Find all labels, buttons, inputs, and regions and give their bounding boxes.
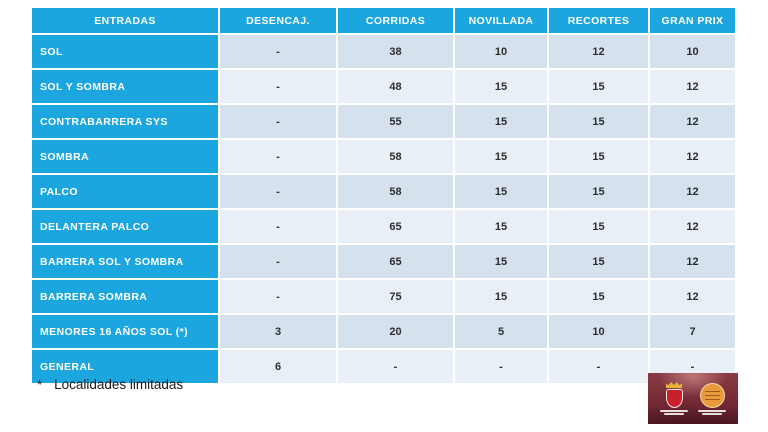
price-cell: 12 — [648, 278, 737, 315]
price-cell: 12 — [648, 68, 737, 105]
price-cell: 15 — [453, 173, 549, 210]
column-header-corridas: CORRIDAS — [336, 6, 455, 35]
table-row: CONTRABARRERA SYS - 55 15 15 12 — [30, 103, 737, 140]
crown-icon — [666, 382, 682, 388]
table-row: SOMBRA - 58 15 15 12 — [30, 138, 737, 175]
price-cell: 65 — [336, 208, 455, 245]
price-cell: 10 — [547, 313, 650, 350]
row-label: BARRERA SOMBRA — [30, 278, 220, 315]
logo-caption-bar — [698, 409, 726, 412]
shield-icon — [665, 389, 683, 408]
price-cell: - — [336, 348, 455, 385]
seal-icon — [699, 382, 725, 408]
price-cell: 75 — [336, 278, 455, 315]
row-label: SOMBRA — [30, 138, 220, 175]
price-cell: 12 — [547, 33, 650, 70]
price-cell: 15 — [547, 68, 650, 105]
price-cell: 15 — [547, 138, 650, 175]
price-cell: 15 — [547, 103, 650, 140]
table-row: PALCO - 58 15 15 12 — [30, 173, 737, 210]
price-cell: 5 — [453, 313, 549, 350]
price-cell: 38 — [336, 33, 455, 70]
seal-emblem — [698, 382, 726, 415]
price-cell: 10 — [453, 33, 549, 70]
table-row: BARRERA SOL Y SOMBRA - 65 15 15 12 — [30, 243, 737, 280]
row-label: BARRERA SOL Y SOMBRA — [30, 243, 220, 280]
price-cell: 20 — [336, 313, 455, 350]
row-label: CONTRABARRERA SYS — [30, 103, 220, 140]
price-table: ENTRADAS DESENCAJ. CORRIDAS NOVILLADA RE… — [30, 6, 737, 385]
table-row: SOL - 38 10 12 10 — [30, 33, 737, 70]
crest-emblem — [660, 382, 688, 415]
price-cell: - — [218, 173, 338, 210]
row-label: SOL — [30, 33, 220, 70]
price-cell: 12 — [648, 208, 737, 245]
price-cell: 58 — [336, 173, 455, 210]
price-cell: 65 — [336, 243, 455, 280]
row-label: MENORES 16 AÑOS SOL (*) — [30, 313, 220, 350]
price-cell: - — [218, 208, 338, 245]
price-cell: - — [453, 348, 549, 385]
price-cell: 3 — [218, 313, 338, 350]
footnote-text: Localidades limitadas — [54, 377, 184, 392]
price-cell: - — [547, 348, 650, 385]
column-header-entradas: ENTRADAS — [30, 6, 220, 35]
price-cell: 15 — [453, 68, 549, 105]
logo-caption-bar — [664, 413, 684, 415]
price-cell: 15 — [453, 138, 549, 175]
price-cell: - — [218, 33, 338, 70]
table-header-row: ENTRADAS DESENCAJ. CORRIDAS NOVILLADA RE… — [30, 6, 737, 35]
table-row: DELANTERA PALCO - 65 15 15 12 — [30, 208, 737, 245]
row-label: PALCO — [30, 173, 220, 210]
price-cell: 15 — [453, 243, 549, 280]
logo-caption-bar — [702, 412, 722, 415]
price-cell: - — [218, 138, 338, 175]
price-cell: - — [218, 68, 338, 105]
column-header-granprix: GRAN PRIX — [648, 6, 737, 35]
price-cell: 48 — [336, 68, 455, 105]
logo-caption-bar — [660, 410, 688, 412]
price-cell: 58 — [336, 138, 455, 175]
price-cell: - — [218, 243, 338, 280]
footnote-marker: * — [37, 377, 43, 392]
price-cell: 15 — [547, 278, 650, 315]
column-header-recortes: RECORTES — [547, 6, 650, 35]
price-cell: 15 — [547, 243, 650, 280]
price-cell: 15 — [547, 173, 650, 210]
seal-text-lines — [704, 390, 720, 400]
price-cell: 15 — [453, 278, 549, 315]
price-cell: 12 — [648, 103, 737, 140]
table-row: BARRERA SOMBRA - 75 15 15 12 — [30, 278, 737, 315]
table-row: MENORES 16 AÑOS SOL (*) 3 20 5 10 7 — [30, 313, 737, 350]
price-cell: 12 — [648, 243, 737, 280]
price-cell: 12 — [648, 138, 737, 175]
footnote: * Localidades limitadas — [37, 377, 183, 392]
price-cell: 15 — [547, 208, 650, 245]
price-cell: 12 — [648, 173, 737, 210]
price-cell: 15 — [453, 208, 549, 245]
row-label: DELANTERA PALCO — [30, 208, 220, 245]
price-cell: 15 — [453, 103, 549, 140]
price-cell: - — [218, 278, 338, 315]
price-cell: 6 — [218, 348, 338, 385]
price-cell: 10 — [648, 33, 737, 70]
column-header-desencaj: DESENCAJ. — [218, 6, 338, 35]
organizer-logo — [648, 373, 738, 424]
row-label: SOL Y SOMBRA — [30, 68, 220, 105]
price-cell: 7 — [648, 313, 737, 350]
column-header-novillada: NOVILLADA — [453, 6, 549, 35]
row-label: GENERAL — [30, 348, 220, 385]
table-row: SOL Y SOMBRA - 48 15 15 12 — [30, 68, 737, 105]
price-cell: 55 — [336, 103, 455, 140]
price-cell: - — [218, 103, 338, 140]
